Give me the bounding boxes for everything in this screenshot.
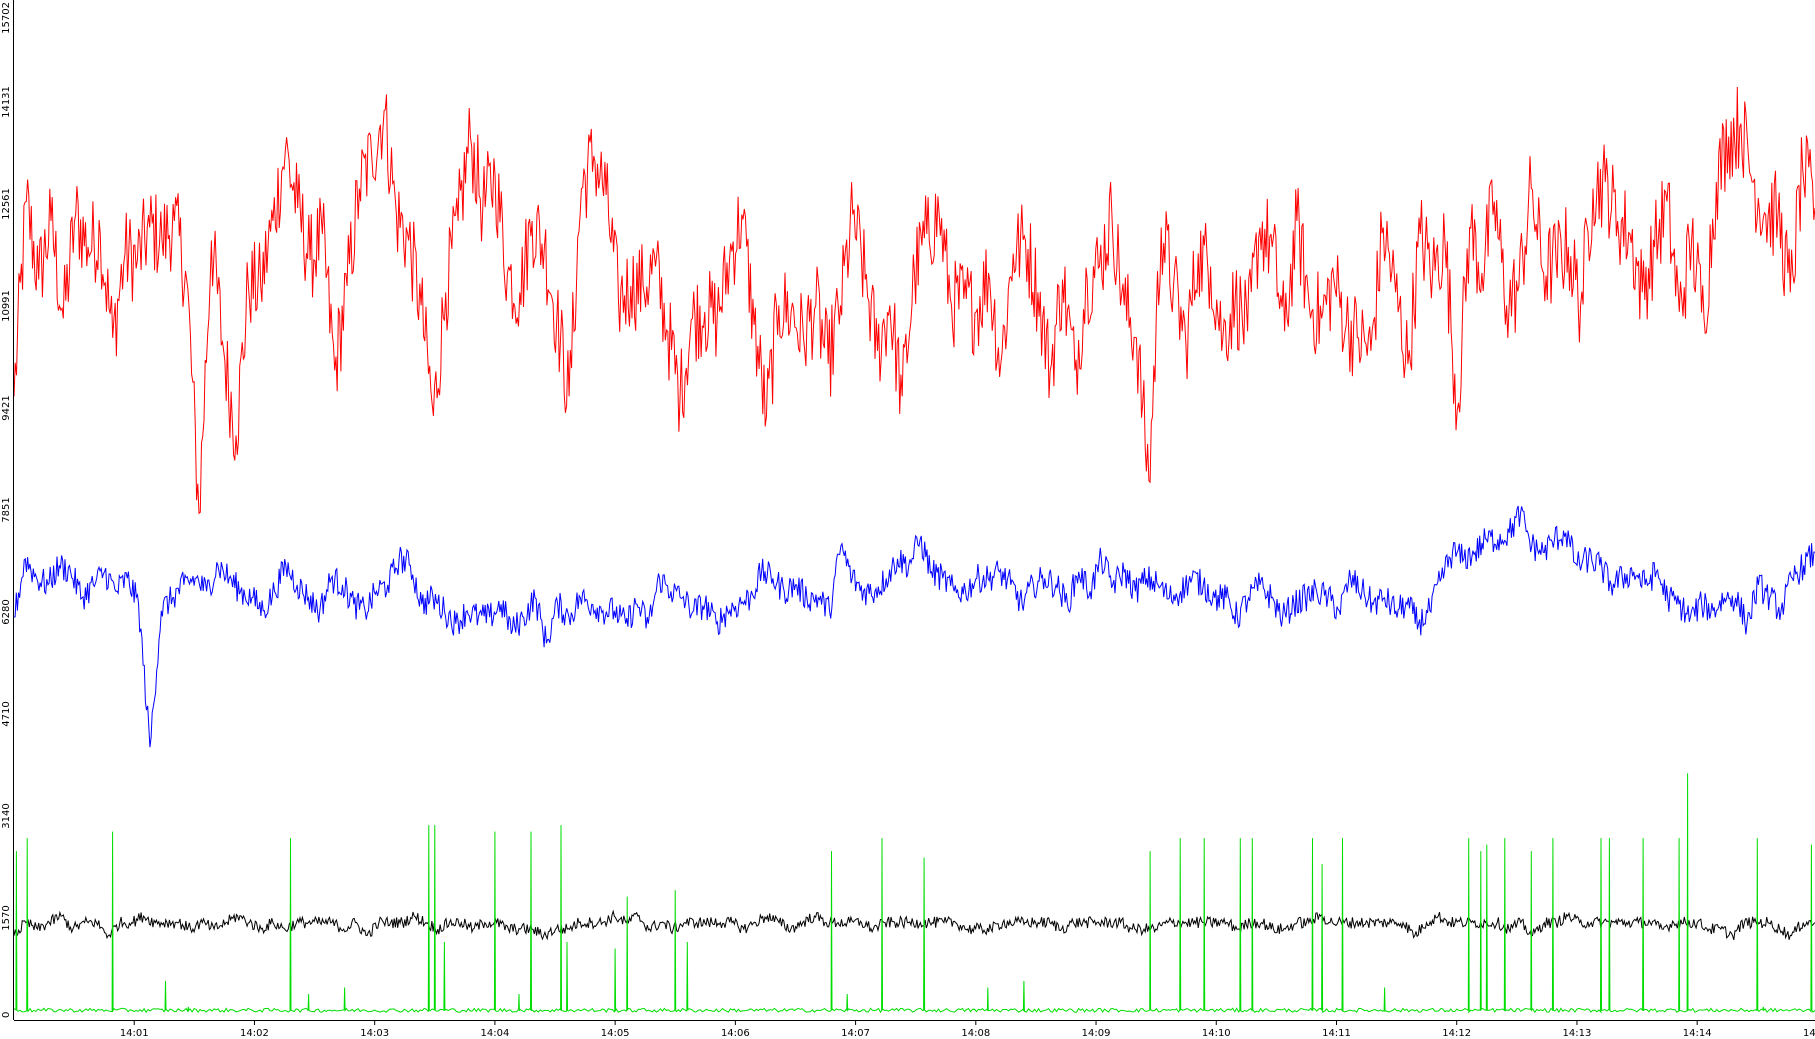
x-tick-label: 14:01 [120,1028,149,1039]
y-tick-label: 6280 [1,599,12,624]
y-tick-label: 3140 [1,803,12,828]
x-tick-label: 14:07 [841,1028,870,1039]
series-line-3 [13,909,1815,941]
x-tick-label: 14:12 [1442,1028,1471,1039]
y-tick-label: 10991 [1,290,12,322]
x-tick-label: 14:02 [240,1028,269,1039]
y-tick-label: 15702 [1,2,12,34]
series-layer [13,86,1815,1014]
x-tick-label: 14:11 [1322,1028,1351,1039]
x-tick-label: 14:13 [1563,1028,1592,1039]
y-tick-label: 4710 [1,701,12,726]
x-tick-label: 14:14 [1683,1028,1712,1039]
y-tick-label: 12561 [1,188,12,220]
y-tick-label: 9421 [1,395,12,420]
x-tick-label: 14:10 [1202,1028,1231,1039]
series-line-2 [13,505,1815,748]
y-tick-label: 1570 [1,905,12,930]
series-line-4 [13,773,1815,1014]
y-tick-label: 7851 [1,497,12,522]
x-tick-label: 14:15 [1803,1028,1815,1039]
y-tick-label: 14131 [1,86,12,118]
x-tick-label: 14:03 [360,1028,389,1039]
series-line-1 [13,86,1815,515]
x-tick-label: 14:08 [961,1028,990,1039]
x-tick-label: 14:05 [601,1028,630,1039]
x-tick-label: 14:04 [480,1028,509,1039]
x-tick-label: 14:06 [721,1028,750,1039]
x-tick-label: 14:09 [1082,1028,1111,1039]
y-tick-label: 0 [1,1012,12,1018]
